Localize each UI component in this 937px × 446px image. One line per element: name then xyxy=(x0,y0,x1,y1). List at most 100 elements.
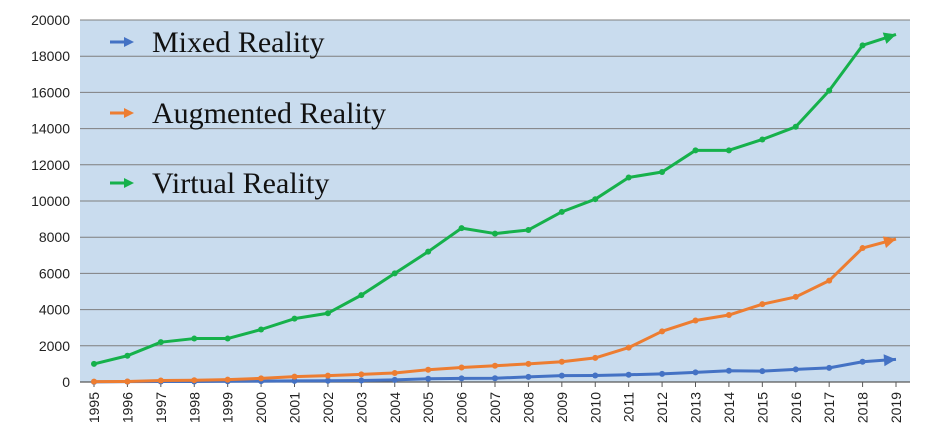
data-point xyxy=(859,245,866,252)
data-point xyxy=(625,344,632,351)
data-point xyxy=(458,375,465,382)
data-point xyxy=(425,366,432,373)
x-tick-label: 1996 xyxy=(119,392,135,423)
data-point xyxy=(91,360,97,367)
y-tick-label: 4000 xyxy=(39,302,70,318)
data-point xyxy=(592,196,599,203)
y-tick-label: 0 xyxy=(62,374,70,390)
data-point xyxy=(759,136,766,143)
x-tick-label: 2019 xyxy=(888,392,904,423)
data-point xyxy=(191,377,198,384)
x-tick-label: 2002 xyxy=(320,392,336,423)
legend-item: Mixed Reality xyxy=(110,26,324,59)
data-point xyxy=(558,358,565,365)
data-point xyxy=(792,123,799,130)
data-point xyxy=(458,225,465,232)
data-point xyxy=(525,373,532,380)
data-point xyxy=(258,375,265,382)
legend-arrow-icon xyxy=(124,178,134,188)
data-point xyxy=(391,376,398,383)
data-point xyxy=(324,310,331,317)
x-tick-label: 2014 xyxy=(721,392,737,423)
data-point xyxy=(358,377,365,384)
data-point xyxy=(659,169,666,176)
x-tick-label: 2008 xyxy=(520,392,536,423)
series-augmented-reality xyxy=(91,236,897,385)
x-tick-label: 2013 xyxy=(688,392,704,423)
x-tick-label: 2003 xyxy=(353,392,369,423)
x-tick-labels: 1995 1996 1997 1998 1999 2000 2001 2002 2003 2004… xyxy=(86,382,904,423)
data-point xyxy=(692,369,699,376)
y-tick-label: 2000 xyxy=(39,338,70,354)
data-point xyxy=(358,292,365,299)
data-point xyxy=(91,378,97,385)
data-point xyxy=(224,376,231,383)
data-point xyxy=(692,147,699,154)
x-tick-label: 2006 xyxy=(454,392,470,423)
data-point xyxy=(124,378,131,385)
data-point xyxy=(258,326,265,333)
data-point xyxy=(558,372,565,379)
x-tick-label: 1998 xyxy=(186,392,202,423)
data-point xyxy=(759,368,766,375)
series-virtual-reality xyxy=(91,32,897,367)
x-tick-label: 2004 xyxy=(387,392,403,423)
data-point xyxy=(157,377,164,384)
series-lines xyxy=(91,32,897,385)
data-point xyxy=(291,377,298,384)
data-point xyxy=(659,370,666,377)
data-point xyxy=(558,208,565,215)
data-point xyxy=(157,339,164,346)
x-tick-label: 2017 xyxy=(821,392,837,423)
data-point xyxy=(826,277,833,284)
data-point xyxy=(391,270,398,277)
legend-label: Augmented Reality xyxy=(152,97,386,130)
data-point xyxy=(224,335,231,342)
y-tick-label: 12000 xyxy=(31,157,70,173)
x-tick-label: 2012 xyxy=(654,392,670,423)
data-point xyxy=(358,371,365,378)
data-point xyxy=(725,147,732,154)
x-tick-label: 2005 xyxy=(420,392,436,423)
grid-lines xyxy=(80,19,910,383)
data-point xyxy=(425,375,432,382)
x-tick-label: 2007 xyxy=(487,392,503,423)
x-tick-label: 2001 xyxy=(287,392,303,423)
data-point xyxy=(124,352,131,359)
y-tick-label: 10000 xyxy=(31,193,70,209)
data-point xyxy=(592,372,599,379)
x-tick-label: 2016 xyxy=(788,392,804,423)
x-tick-label: 2018 xyxy=(855,392,871,423)
data-point xyxy=(725,367,732,374)
legend: Mixed Reality Augmented Reality Virtual Re… xyxy=(110,26,386,200)
y-tick-label: 8000 xyxy=(39,229,70,245)
data-point xyxy=(659,328,666,335)
data-point xyxy=(525,360,532,367)
data-point xyxy=(458,364,465,371)
data-point xyxy=(826,364,833,371)
data-point-arrow xyxy=(883,354,896,367)
x-tick-label: 2010 xyxy=(587,392,603,423)
data-point xyxy=(391,369,398,376)
data-point xyxy=(592,354,599,361)
data-point xyxy=(625,371,632,378)
data-point xyxy=(492,362,498,369)
x-tick-label: 1999 xyxy=(220,392,236,423)
data-point xyxy=(792,293,799,300)
y-tick-labels: 0 2000 4000 6000 8000 10000 12000 14000 16000 180… xyxy=(31,12,70,390)
legend-label: Virtual Reality xyxy=(152,167,329,200)
data-point xyxy=(826,87,833,94)
x-tick-label: 2000 xyxy=(253,392,269,423)
data-point xyxy=(725,312,732,319)
data-point xyxy=(291,315,298,322)
data-point xyxy=(525,226,532,233)
data-point xyxy=(191,335,198,342)
data-point xyxy=(492,375,498,382)
data-point xyxy=(792,366,799,373)
x-tick-label: 2015 xyxy=(754,392,770,423)
data-point xyxy=(324,372,331,379)
legend-item: Virtual Reality xyxy=(110,167,329,200)
x-tick-label: 2011 xyxy=(621,392,637,422)
data-point xyxy=(291,373,298,380)
